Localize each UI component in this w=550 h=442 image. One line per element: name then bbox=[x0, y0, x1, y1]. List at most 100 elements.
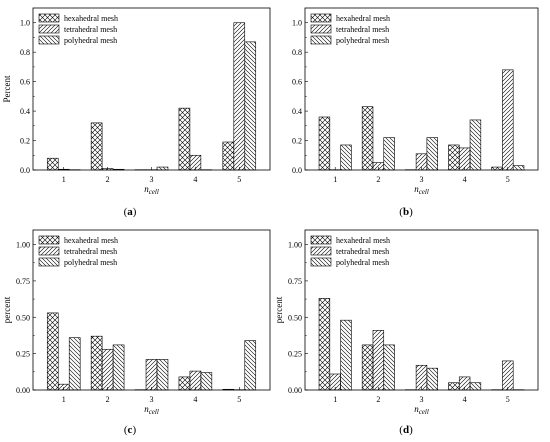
y-tick-label: 0.25 bbox=[288, 350, 302, 359]
legend-swatch bbox=[38, 35, 60, 45]
bar-polyhedral-mesh-2 bbox=[112, 344, 125, 391]
bar-polyhedral-mesh-4 bbox=[200, 372, 213, 391]
x-tick-label: 5 bbox=[506, 175, 510, 184]
legend-label: polyhedral mesh bbox=[336, 36, 389, 45]
bar-hexahedral-mesh-2 bbox=[90, 335, 103, 391]
x-tick-label: 5 bbox=[506, 395, 510, 404]
bar-hexahedral-mesh-4 bbox=[448, 144, 460, 171]
bar-polyhedral-mesh-3 bbox=[426, 367, 438, 391]
bar-hexahedral-mesh-5 bbox=[491, 166, 503, 171]
x-tick-label: 3 bbox=[150, 395, 154, 404]
legend-swatch bbox=[38, 235, 60, 245]
legend-swatch bbox=[38, 246, 60, 256]
panel-caption: (c) bbox=[124, 424, 137, 436]
panel-caption: (a) bbox=[124, 206, 137, 218]
x-tick-label: 4 bbox=[463, 395, 467, 404]
bar-tetrahedral-mesh-3 bbox=[415, 364, 428, 391]
bar-hexahedral-mesh-2 bbox=[90, 122, 103, 171]
x-tick-label: 1 bbox=[333, 175, 337, 184]
bar-hexahedral-mesh-5 bbox=[222, 141, 235, 171]
bar-hexahedral-mesh-2 bbox=[361, 106, 374, 171]
bar-polyhedral-mesh-2 bbox=[383, 344, 395, 391]
legend-label: hexahedral mesh bbox=[64, 14, 118, 23]
legend-swatch bbox=[310, 35, 332, 45]
y-axis-title: percent bbox=[2, 296, 12, 323]
panel-caption: (d) bbox=[399, 424, 413, 436]
bar-polyhedral-mesh-3 bbox=[426, 137, 438, 171]
x-axis-title: ncell bbox=[414, 184, 429, 196]
legend-swatch bbox=[38, 13, 60, 23]
chart-panel-2: 1 2 3 4 5 0.0 0.2 0.4 0.6 0.8 1.0 ncell hexahedral m… bbox=[292, 7, 539, 218]
y-tick-label: 0.00 bbox=[288, 386, 302, 395]
y-tick-label: 0.0 bbox=[20, 166, 30, 175]
bar-polyhedral-mesh-4 bbox=[469, 382, 482, 391]
legend-label: polyhedral mesh bbox=[336, 258, 389, 267]
legend-swatch bbox=[310, 246, 332, 256]
y-tick-label: 0.4 bbox=[292, 107, 302, 116]
bar-polyhedral-mesh-2 bbox=[383, 137, 395, 171]
x-tick-label: 5 bbox=[237, 395, 241, 404]
legend-label: hexahedral mesh bbox=[336, 14, 390, 23]
legend-label: hexahedral mesh bbox=[336, 236, 390, 245]
bar-tetrahedral-mesh-4 bbox=[458, 147, 471, 171]
y-tick-label: 0.00 bbox=[16, 386, 30, 395]
legend-swatch bbox=[38, 24, 60, 34]
bar-hexahedral-mesh-1 bbox=[318, 298, 331, 391]
x-tick-label: 2 bbox=[376, 395, 380, 404]
y-tick-label: 0.6 bbox=[292, 78, 302, 87]
legend-label: polyhedral mesh bbox=[64, 258, 117, 267]
bar-tetrahedral-mesh-2 bbox=[372, 330, 385, 391]
y-tick-label: 0.2 bbox=[20, 137, 30, 146]
y-tick-label: 0.75 bbox=[16, 277, 30, 286]
x-tick-label: 5 bbox=[237, 175, 241, 184]
legend-label: tetrahedral mesh bbox=[336, 25, 389, 34]
x-tick-label: 2 bbox=[106, 175, 110, 184]
bar-hexahedral-mesh-4 bbox=[178, 376, 191, 391]
y-tick-label: 1.00 bbox=[288, 241, 302, 250]
chart-panel-3: 1 2 3 4 5 0.00 0.25 0.50 0.75 1.00 ncell percent hex… bbox=[2, 229, 271, 436]
bar-polyhedral-mesh-4 bbox=[469, 119, 482, 171]
legend-label: tetrahedral mesh bbox=[64, 247, 117, 256]
bar-hexahedral-mesh-1 bbox=[46, 312, 59, 391]
y-tick-label: 0.4 bbox=[20, 107, 30, 116]
y-tick-label: 0.0 bbox=[292, 166, 302, 175]
y-tick-label: 0.8 bbox=[20, 48, 30, 57]
bar-tetrahedral-mesh-3 bbox=[145, 359, 158, 391]
legend-swatch bbox=[310, 13, 332, 23]
y-tick-label: 1.0 bbox=[292, 19, 302, 28]
x-tick-label: 2 bbox=[106, 395, 110, 404]
chart-panel-1: 1 2 3 4 5 0.0 0.2 0.4 0.6 0.8 1.0 ncell Percent hexah… bbox=[2, 7, 271, 218]
legend-label: polyhedral mesh bbox=[64, 36, 117, 45]
bar-polyhedral-mesh-3 bbox=[156, 359, 169, 391]
x-tick-label: 4 bbox=[193, 175, 197, 184]
legend-swatch bbox=[310, 24, 332, 34]
y-axis-title: percent bbox=[274, 296, 284, 323]
y-tick-label: 1.00 bbox=[16, 241, 30, 250]
bar-polyhedral-mesh-1 bbox=[340, 144, 352, 171]
y-tick-label: 0.50 bbox=[288, 313, 302, 322]
y-tick-label: 0.2 bbox=[292, 137, 302, 146]
bar-hexahedral-mesh-1 bbox=[46, 157, 59, 171]
legend-swatch bbox=[310, 235, 332, 245]
x-tick-label: 1 bbox=[333, 395, 337, 404]
x-tick-label: 3 bbox=[150, 175, 154, 184]
y-tick-label: 1.0 bbox=[20, 19, 30, 28]
bar-polyhedral-mesh-5 bbox=[244, 340, 257, 391]
bar-polyhedral-mesh-5 bbox=[244, 41, 257, 171]
x-tick-label: 1 bbox=[62, 175, 66, 184]
bar-tetrahedral-mesh-5 bbox=[502, 69, 514, 171]
bar-hexahedral-mesh-2 bbox=[361, 344, 374, 391]
legend-label: tetrahedral mesh bbox=[336, 247, 389, 256]
x-tick-label: 1 bbox=[62, 395, 66, 404]
bar-hexahedral-mesh-4 bbox=[178, 107, 191, 171]
bar-tetrahedral-mesh-2 bbox=[101, 348, 114, 391]
legend-swatch bbox=[38, 257, 60, 267]
bar-tetrahedral-mesh-5 bbox=[502, 360, 514, 391]
bar-polyhedral-mesh-3 bbox=[156, 166, 169, 171]
y-tick-label: 0.75 bbox=[288, 277, 302, 286]
x-axis-title: ncell bbox=[144, 404, 159, 416]
chart-panel-4: 1 2 3 4 5 0.00 0.25 0.50 0.75 1.00 ncell percent hex… bbox=[274, 229, 539, 436]
bar-polyhedral-mesh-5 bbox=[512, 165, 525, 171]
x-tick-label: 4 bbox=[463, 175, 467, 184]
